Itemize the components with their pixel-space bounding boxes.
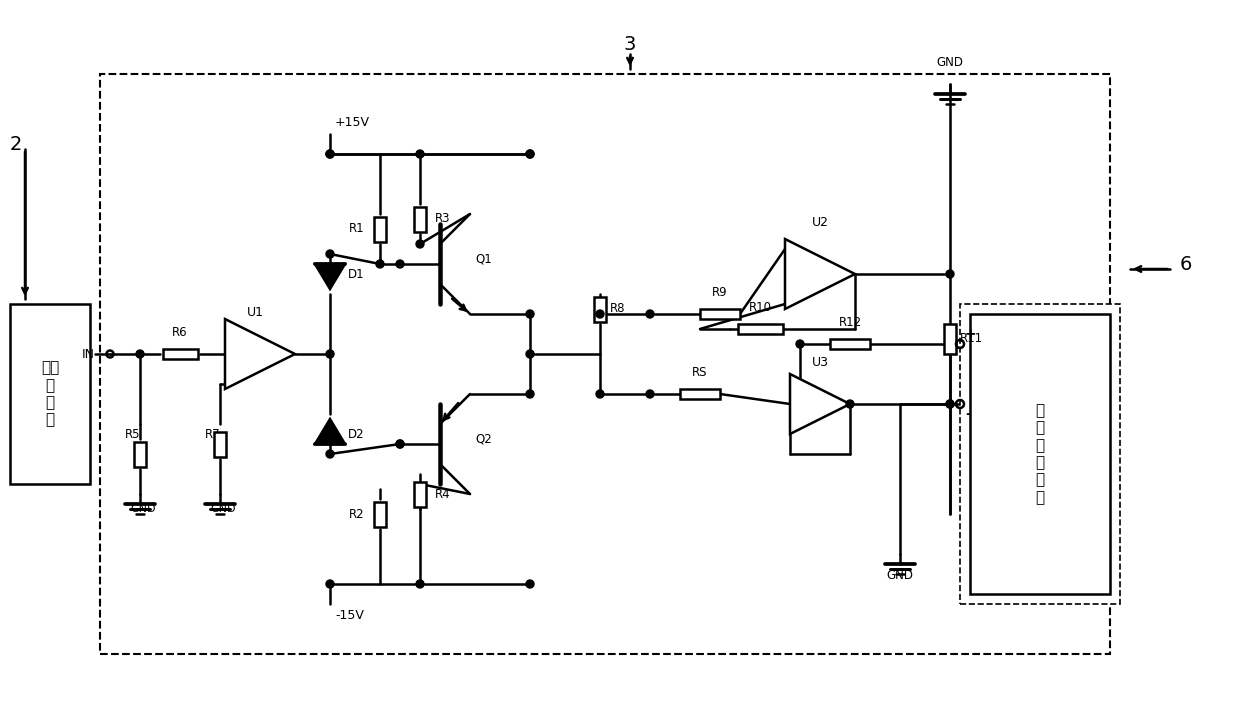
Circle shape [846,400,854,408]
Circle shape [326,250,334,258]
Bar [944,324,956,354]
Text: GND: GND [887,569,914,582]
Text: R11: R11 [960,332,983,346]
FancyBboxPatch shape [960,304,1120,604]
Circle shape [526,150,534,158]
Text: R12: R12 [838,316,862,329]
Circle shape [396,260,404,268]
Circle shape [326,580,334,588]
Text: R3: R3 [435,213,450,225]
Circle shape [646,390,653,398]
Text: +: + [965,327,977,341]
Circle shape [646,310,653,318]
Circle shape [396,440,404,448]
Text: R9: R9 [712,286,728,299]
Text: -: - [802,282,807,296]
Text: 锂
离
子
电
池
组: 锂 离 子 电 池 组 [1035,403,1044,505]
Text: R10: R10 [749,301,771,314]
Text: 6: 6 [1180,255,1193,273]
Bar [374,217,386,241]
Text: +15V: +15V [335,116,370,129]
Bar [414,206,427,232]
Polygon shape [790,374,849,434]
Circle shape [326,450,334,458]
Polygon shape [785,239,856,309]
Bar [162,349,197,359]
Text: R6: R6 [172,326,187,339]
FancyBboxPatch shape [10,304,91,484]
Text: -: - [257,342,263,356]
Circle shape [415,150,424,158]
Text: +: + [800,393,810,406]
Bar [374,501,386,527]
Text: |: | [823,398,827,410]
Text: U2: U2 [811,216,828,229]
Bar [134,441,146,467]
Polygon shape [315,419,345,444]
Circle shape [415,240,424,248]
Circle shape [396,440,404,448]
Bar [215,432,226,456]
Polygon shape [224,319,295,389]
Circle shape [326,150,334,158]
Text: R7: R7 [205,427,219,441]
Text: R8: R8 [610,303,625,315]
FancyBboxPatch shape [970,314,1110,594]
Bar [414,482,427,506]
Text: Q1: Q1 [475,253,492,265]
Circle shape [526,390,534,398]
Text: -: - [965,407,971,421]
Text: GND: GND [211,504,236,514]
Bar [594,296,606,322]
Text: RS: RS [692,366,708,379]
Text: R1: R1 [350,222,365,236]
Text: 3: 3 [624,34,636,54]
Text: 信号
发
生
器: 信号 发 生 器 [41,360,60,427]
Circle shape [596,310,604,318]
Text: R5: R5 [124,427,140,441]
Circle shape [596,390,604,398]
Circle shape [326,150,334,158]
Circle shape [946,270,954,278]
Bar [680,389,720,399]
Text: Q2: Q2 [475,432,492,446]
Circle shape [946,400,954,408]
Circle shape [946,400,954,408]
Text: D1: D1 [348,268,365,280]
Text: +: + [249,362,260,376]
Bar [738,324,782,334]
Circle shape [326,350,334,358]
Circle shape [136,350,144,358]
Bar [701,309,740,319]
Circle shape [526,310,534,318]
Bar [830,339,870,349]
Circle shape [376,260,384,268]
Text: D2: D2 [348,427,365,441]
Circle shape [415,580,424,588]
Text: R4: R4 [435,487,450,501]
Text: U1: U1 [247,306,263,319]
Circle shape [526,350,534,358]
Text: +: + [800,253,810,265]
Text: 2: 2 [10,134,22,153]
Circle shape [796,340,804,348]
Text: GND: GND [130,504,156,514]
Text: GND: GND [936,56,963,69]
Text: U3: U3 [811,356,828,369]
Circle shape [526,150,534,158]
Text: -15V: -15V [335,609,363,622]
Text: IN: IN [82,348,95,360]
Polygon shape [315,264,345,289]
Text: R2: R2 [350,508,365,520]
Circle shape [526,580,534,588]
